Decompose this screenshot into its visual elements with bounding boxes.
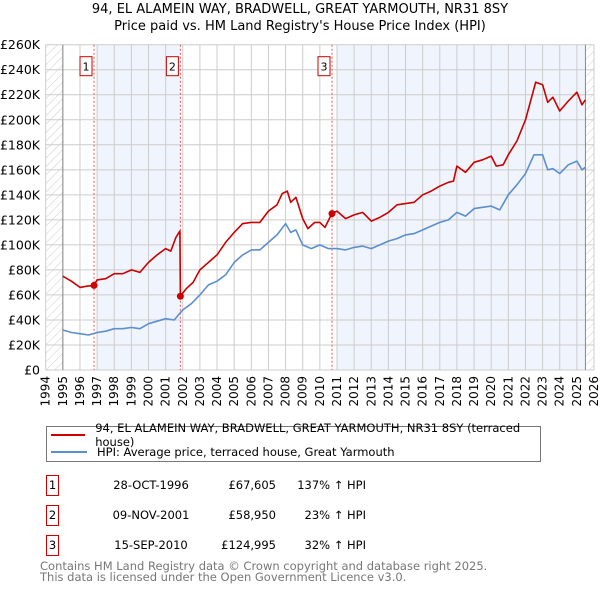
legend-swatch-red [51,434,86,436]
hatched-region [45,44,63,370]
sale-hpi: 32% ↑ HPI [304,538,366,552]
x-tick-label: 2008 [279,376,293,407]
x-tick-label: 1998 [107,376,121,407]
sale-label-box [317,56,331,77]
x-tick-label: 2020 [484,376,498,407]
sale-badge: 3 [46,535,59,556]
y-tick-label: £180K [0,137,41,152]
y-tick-label: £120K [0,212,41,227]
x-tick-label: 2014 [381,376,395,407]
x-tick-label: 2018 [450,376,464,407]
sale-label: 2 [169,61,176,74]
sale-point [328,210,336,218]
x-tick-label: 2004 [210,376,224,407]
footer-copyright: Contains HM Land Registry data © Crown c… [40,559,488,573]
y-tick-label: £200K [0,112,41,127]
footer-licence: This data is licensed under the Open Gov… [40,570,407,584]
y-tick-label: £260K [0,37,41,52]
hpi-line [62,154,586,336]
sale-point [90,281,98,289]
x-tick-label: 2026 [587,376,600,407]
sale-label: 3 [321,61,328,74]
x-tick-label: 2023 [536,376,550,407]
y-tick-label: £40K [8,312,41,327]
x-tick-label: 1994 [39,376,53,407]
x-tick-label: 2007 [261,376,275,407]
x-tick-label: 2010 [313,376,327,407]
x-tick-label: 1995 [56,376,70,407]
x-tick-label: 2001 [159,376,173,407]
y-tick-label: £100K [0,237,41,252]
shaded-band [336,44,586,370]
x-tick-label: 2015 [399,376,413,407]
x-tick-label: 2012 [347,376,361,407]
sale-price: £124,995 [221,538,276,552]
legend-swatch-blue [51,451,87,453]
y-tick-label: £240K [0,62,41,77]
y-tick-label: £140K [0,187,41,202]
y-tick-label: £0 [24,363,40,378]
sale-badge: 1 [46,475,59,496]
sale-price: £58,950 [228,508,276,522]
x-tick-label: 2024 [553,376,567,407]
y-tick-label: £160K [0,162,41,177]
sale-label-box [165,56,179,77]
x-tick-label: 2005 [227,376,241,407]
x-tick-label: 2011 [330,376,344,407]
sale-date: 28-OCT-1996 [113,478,189,492]
y-tick-label: £60K [8,287,41,302]
x-tick-label: 1996 [73,376,87,407]
x-tick-label: 2025 [570,376,584,407]
sale-label: 1 [83,61,90,74]
legend-item-property: 94, EL ALAMEIN WAY, BRADWELL, GREAT YARM… [47,421,540,449]
x-tick-label: 2017 [433,376,447,407]
x-tick-label: 2019 [467,376,481,407]
chart-title: 94, EL ALAMEIN WAY, BRADWELL, GREAT YARM… [91,2,509,17]
x-tick-label: 2022 [518,376,532,407]
sale-hpi: 23% ↑ HPI [304,508,366,522]
legend-label-property: 94, EL ALAMEIN WAY, BRADWELL, GREAT YARM… [95,421,521,449]
x-tick-label: 2009 [296,376,310,407]
chart-legend: 94, EL ALAMEIN WAY, BRADWELL, GREAT YARM… [46,421,541,462]
x-tick-label: 2013 [364,376,378,407]
sale-label-box [79,56,93,77]
x-tick-label: 2021 [501,376,515,407]
y-tick-label: £220K [0,87,41,102]
legend-item-hpi: HPI: Average price, terraced house, Grea… [47,444,395,460]
x-tick-label: 1997 [90,376,104,407]
y-tick-label: £20K [8,337,41,352]
sale-price: £67,605 [228,478,276,492]
price-chart: 1994 1995 1996 1997 1998 1999 2000 2001 2002 2003… [0,37,600,407]
legend-label-hpi: HPI: Average price, terraced house, Grea… [97,445,395,459]
hatched-region [585,44,594,370]
x-tick-label: 2002 [176,376,190,407]
sale-point [176,292,184,300]
x-tick-label: 2003 [193,376,207,407]
x-tick-label: 1999 [124,376,138,407]
property-price-line [62,81,587,297]
sale-badge: 2 [46,505,59,526]
chart-subtitle: Price paid vs. HM Land Registry's House … [114,19,486,34]
shaded-band [96,44,181,370]
x-tick-label: 2006 [244,376,258,407]
y-tick-label: £80K [8,262,41,277]
sale-date: 15-SEP-2010 [114,538,188,552]
x-tick-label: 2000 [142,376,156,407]
sale-hpi: 137% ↑ HPI [297,478,366,492]
x-tick-label: 2016 [416,376,430,407]
sale-date: 09-NOV-2001 [112,508,190,522]
